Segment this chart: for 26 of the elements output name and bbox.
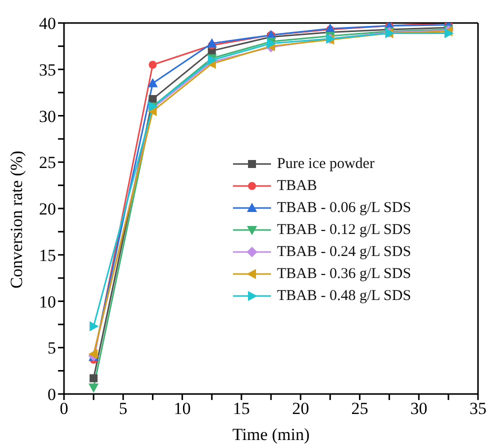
x-tick-label: 10 bbox=[174, 399, 191, 418]
x-tick-label: 15 bbox=[232, 399, 250, 418]
legend-label: Pure ice powder bbox=[277, 156, 374, 172]
y-tick-label: 20 bbox=[39, 200, 56, 219]
y-tick-label: 30 bbox=[39, 106, 56, 126]
legend-label: TBAB bbox=[277, 178, 318, 194]
x-tick-label: 35 bbox=[470, 399, 486, 418]
legend-label: TBAB - 0.06 g/L SDS bbox=[277, 200, 412, 216]
y-tick-label: 15 bbox=[39, 246, 56, 265]
x-tick-label: 5 bbox=[118, 399, 128, 418]
y-tick-label: 25 bbox=[39, 153, 56, 172]
y-tick-label: 10 bbox=[39, 292, 56, 312]
y-tick-label: 0 bbox=[48, 385, 56, 404]
x-tick-label: 30 bbox=[410, 399, 428, 418]
legend-label: TBAB - 0.24 g/L SDS bbox=[277, 244, 412, 260]
legend-label: TBAB - 0.12 g/L SDS bbox=[277, 222, 412, 238]
y-axis-title: Conversion rate (%) bbox=[7, 150, 26, 288]
x-tick-label: 25 bbox=[351, 399, 368, 418]
legend-label: TBAB - 0.48 g/L SDS bbox=[277, 288, 412, 304]
x-tick-label: 20 bbox=[292, 399, 310, 418]
y-tick-label: 40 bbox=[39, 14, 56, 34]
y-tick-label: 5 bbox=[48, 338, 56, 358]
x-axis-title: Time (min) bbox=[232, 425, 310, 444]
y-tick-label: 35 bbox=[39, 60, 56, 80]
legend-label: TBAB - 0.36 g/L SDS bbox=[277, 266, 412, 282]
x-tick-label: 0 bbox=[60, 399, 68, 418]
